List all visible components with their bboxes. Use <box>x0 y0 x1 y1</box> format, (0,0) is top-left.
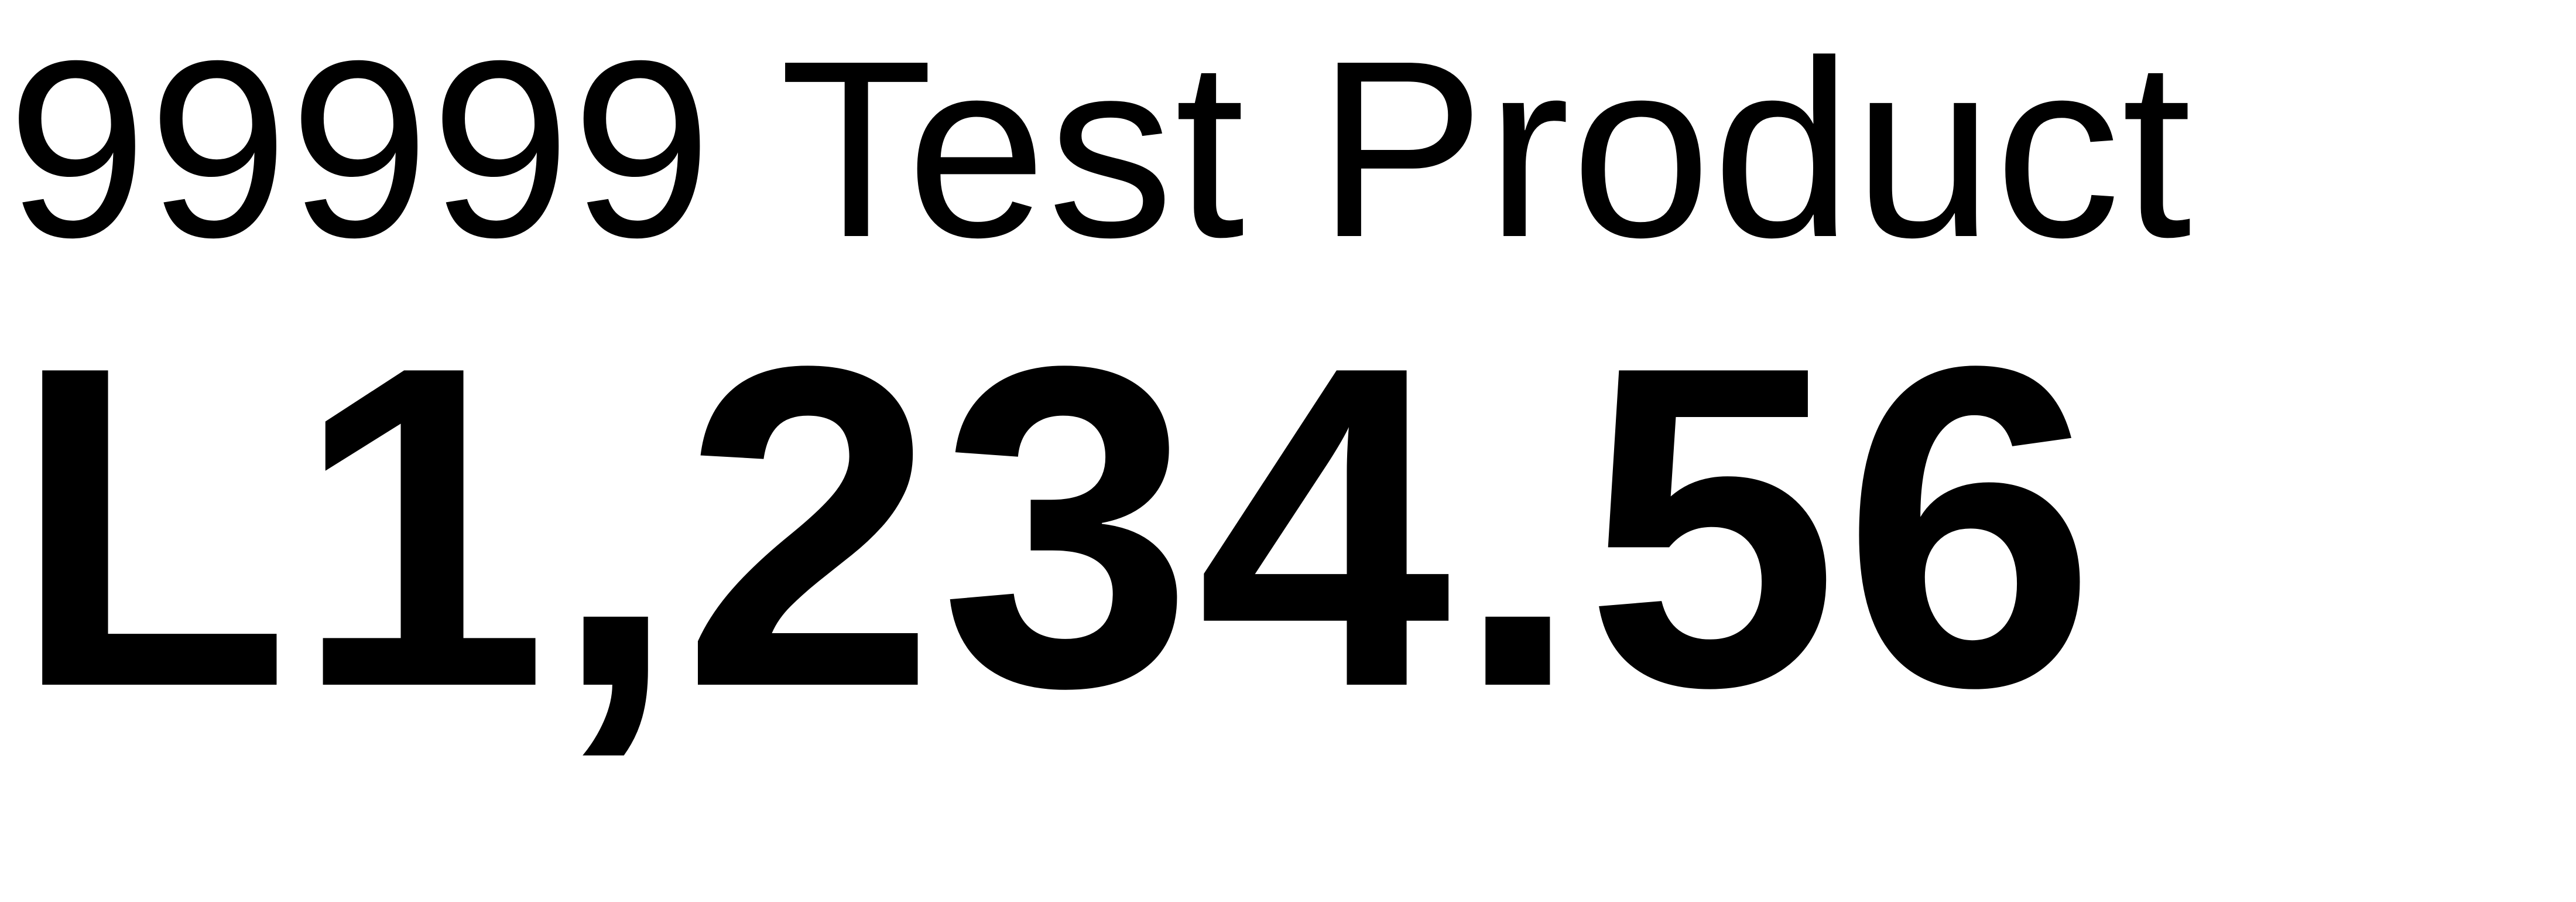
product-name: 99999 Test Product <box>7 9 2193 290</box>
product-price: L1,234.56 <box>12 272 2100 782</box>
